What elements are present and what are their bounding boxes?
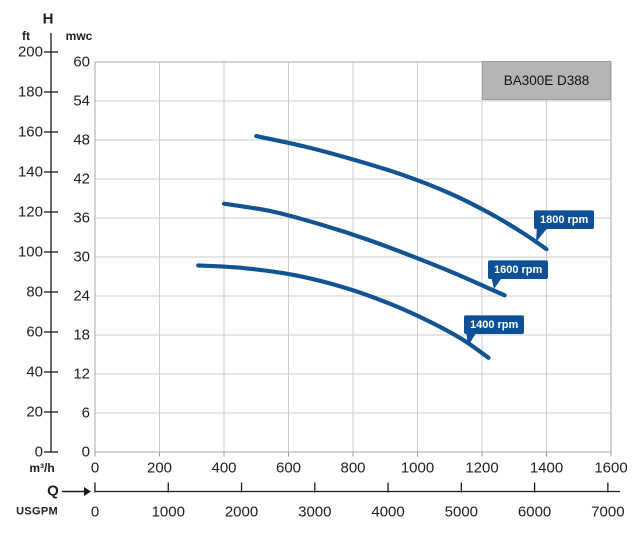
- m3h-axis-unit-label: m³/h: [29, 461, 55, 475]
- m3h-tick-label: 0: [90, 459, 100, 477]
- ft-tick-label: 160: [17, 123, 43, 141]
- ft-tick-label: 0: [34, 443, 43, 461]
- usgpm-tick-label: 6000: [517, 503, 552, 521]
- annotation-tail-icon: [491, 276, 503, 289]
- usgpm-tick-label: 2000: [224, 503, 259, 521]
- ft-tick-label: 60: [26, 323, 43, 341]
- rpm-annotation-1800: 1800 rpm: [534, 210, 595, 230]
- mwc-axis-unit-label: mwc: [65, 29, 93, 43]
- mwc-tick-label: 6: [81, 404, 90, 422]
- m3h-tick-label: 1200: [465, 459, 499, 477]
- model-badge: BA300E D388: [482, 61, 611, 100]
- usgpm-tick-label: 0: [90, 503, 100, 521]
- m3h-tick-label: 1600: [594, 459, 628, 477]
- mwc-tick-label: 60: [73, 53, 90, 71]
- mwc-tick-label: 18: [73, 326, 90, 344]
- usgpm-tick-label: 1000: [151, 503, 185, 521]
- flow-axis-title: Q: [47, 482, 59, 500]
- ft-tick-label: 100: [17, 243, 43, 261]
- mwc-tick-label: 30: [73, 248, 90, 266]
- ft-tick-label: 20: [26, 403, 43, 421]
- annotation-tail-icon: [536, 226, 549, 242]
- mwc-tick-label: 36: [73, 209, 90, 227]
- head-axis-title: H: [42, 10, 54, 28]
- q-arrowhead-icon: [84, 487, 91, 496]
- curve-1800-rpm: [254, 134, 549, 252]
- usgpm-tick-label: 5000: [444, 503, 479, 521]
- ft-tick-label: 140: [17, 163, 43, 181]
- ft-tick-label: 80: [26, 283, 43, 301]
- mwc-tick-label: 24: [73, 287, 90, 305]
- usgpm-tick-label: 7000: [591, 503, 625, 521]
- ft-axis-unit-label: ft: [22, 29, 30, 43]
- mwc-tick-label: 48: [73, 131, 90, 149]
- m3h-tick-label: 800: [340, 459, 366, 477]
- rpm-annotation-1600: 1600 rpm: [488, 260, 549, 280]
- m3h-tick-label: 1400: [529, 459, 564, 477]
- usgpm-axis-unit-label: USGPM: [16, 505, 58, 518]
- ft-tick-label: 40: [26, 363, 43, 381]
- m3h-tick-label: 200: [146, 459, 173, 477]
- m3h-tick-label: 600: [275, 459, 302, 477]
- rpm-annotation-1400: 1400 rpm: [464, 315, 525, 335]
- mwc-tick-label: 42: [73, 170, 90, 188]
- curve-1400-rpm: [196, 263, 491, 360]
- mwc-tick-label: 54: [73, 92, 90, 110]
- ft-tick-label: 120: [17, 203, 43, 221]
- curve-1600-rpm: [221, 201, 507, 298]
- usgpm-tick-label: 4000: [371, 503, 405, 521]
- ft-tick-label: 200: [17, 43, 43, 61]
- usgpm-tick-label: 3000: [298, 503, 332, 521]
- mwc-tick-label: 12: [73, 365, 90, 383]
- ft-tick-label: 180: [17, 83, 43, 101]
- m3h-tick-label: 400: [211, 459, 237, 477]
- mwc-tick-label: 0: [81, 443, 90, 461]
- m3h-tick-label: 1000: [400, 459, 435, 477]
